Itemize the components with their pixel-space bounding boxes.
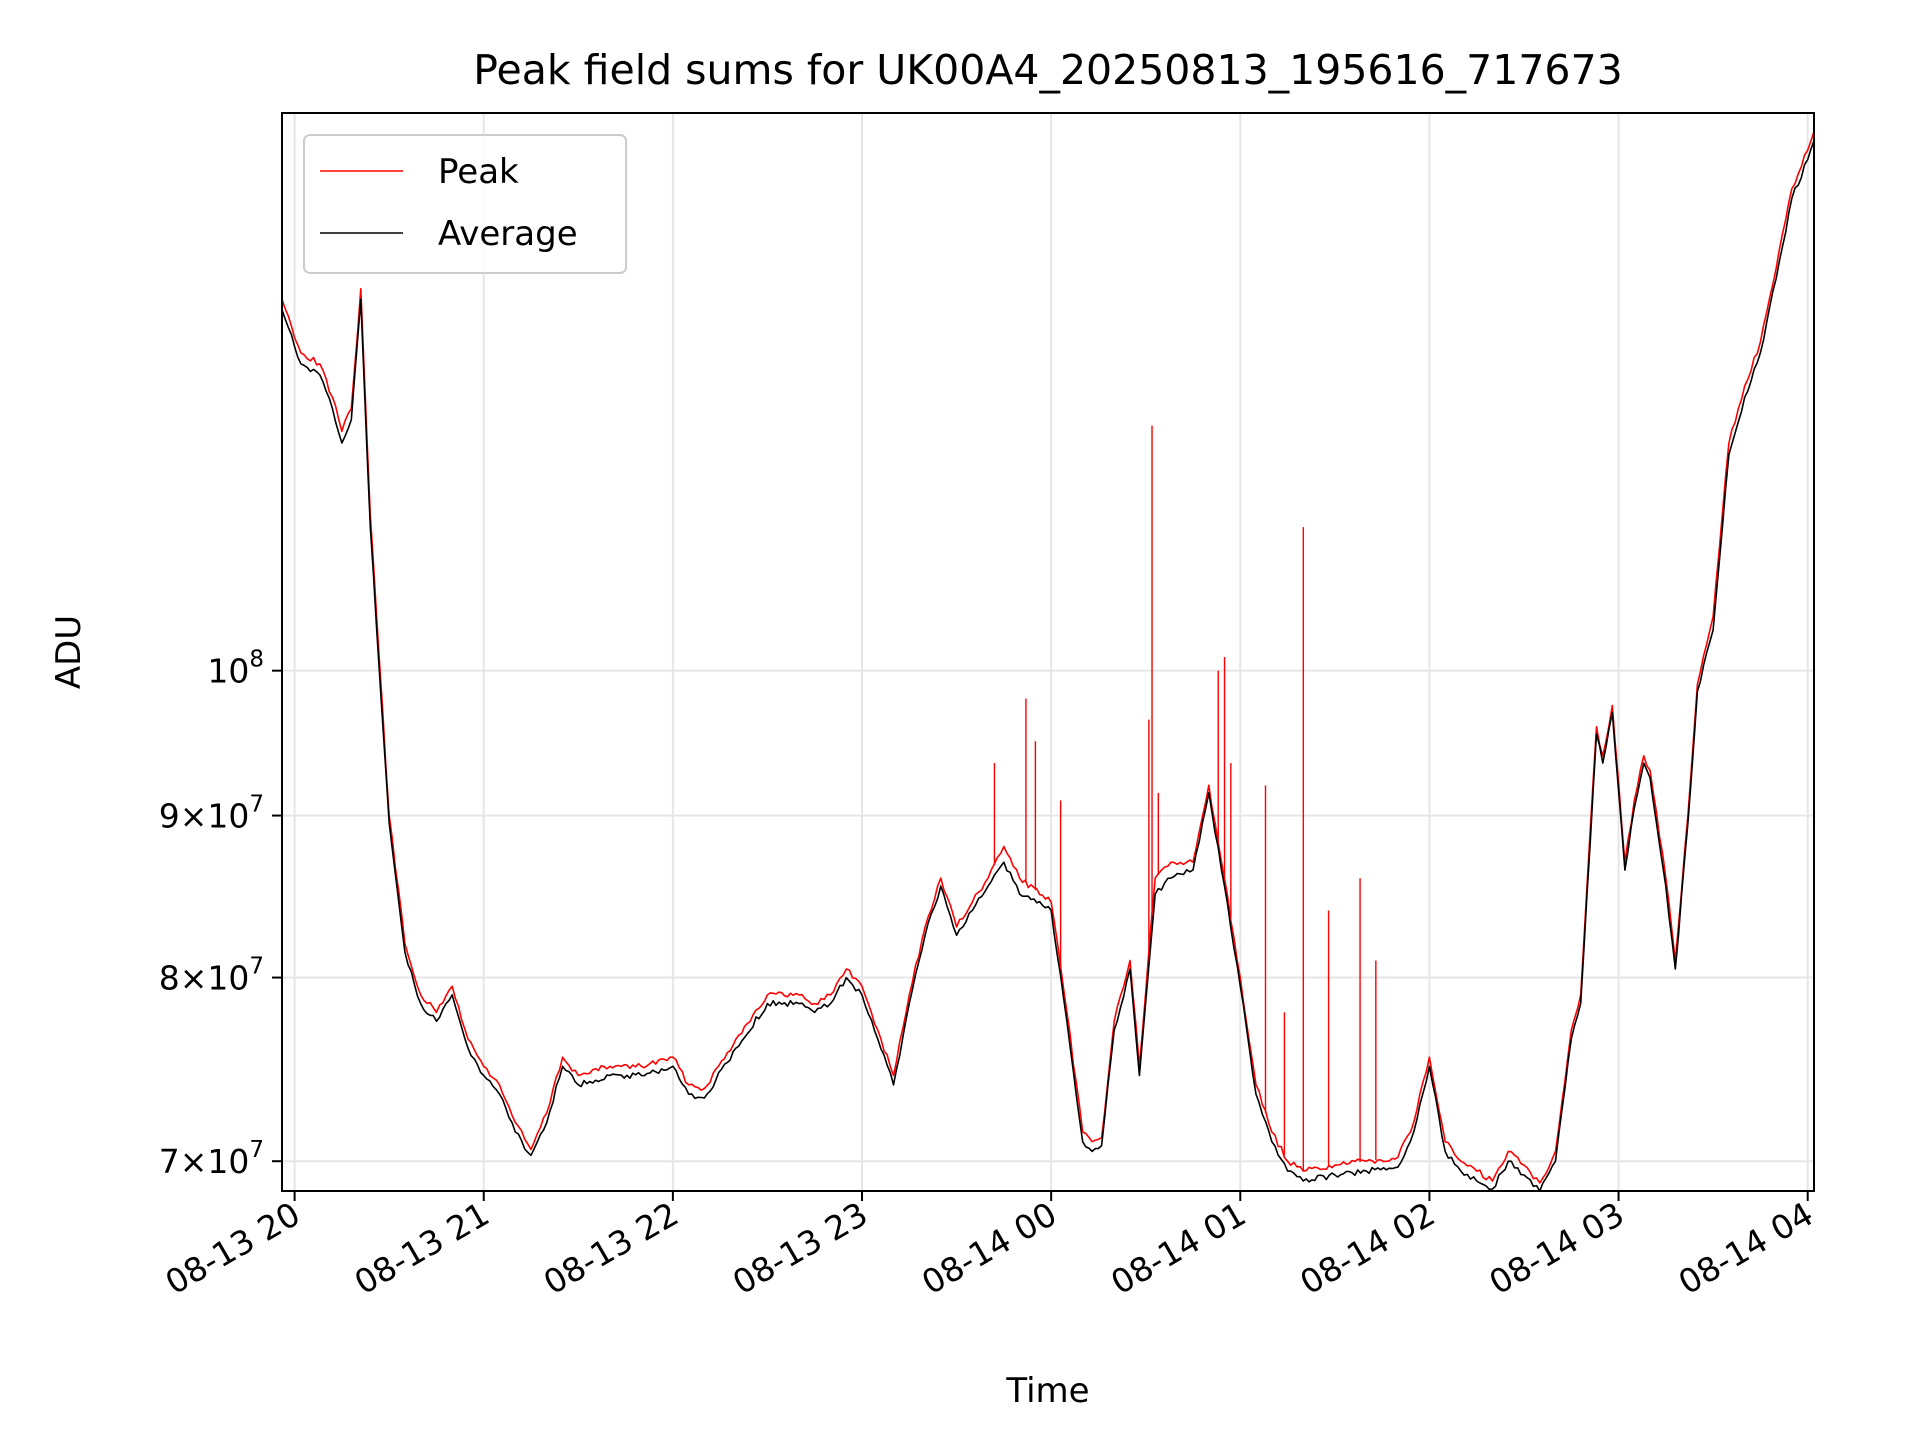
y-tick-label: 8×107 <box>159 954 264 998</box>
y-tick-label: 108 <box>207 647 264 691</box>
series-line-peak <box>281 131 1815 1184</box>
plot-area-frame <box>281 112 1815 1192</box>
chart-title: Peak field sums for UK00A4_20250813_1956… <box>473 46 1622 94</box>
legend: Peak Average <box>303 134 627 274</box>
series-line-average <box>281 140 1815 1192</box>
y-tick-label: 9×107 <box>159 792 264 836</box>
legend-label-peak: Peak <box>438 152 519 192</box>
grid-layer <box>282 113 1814 1191</box>
x-axis-label: Time <box>1005 1371 1089 1411</box>
y-tick-label: 7×107 <box>159 1137 264 1181</box>
legend-label-average: Average <box>438 214 578 254</box>
legend-box <box>303 134 627 274</box>
series-layer <box>281 131 1815 1192</box>
y-axis-label: ADU <box>49 615 89 689</box>
